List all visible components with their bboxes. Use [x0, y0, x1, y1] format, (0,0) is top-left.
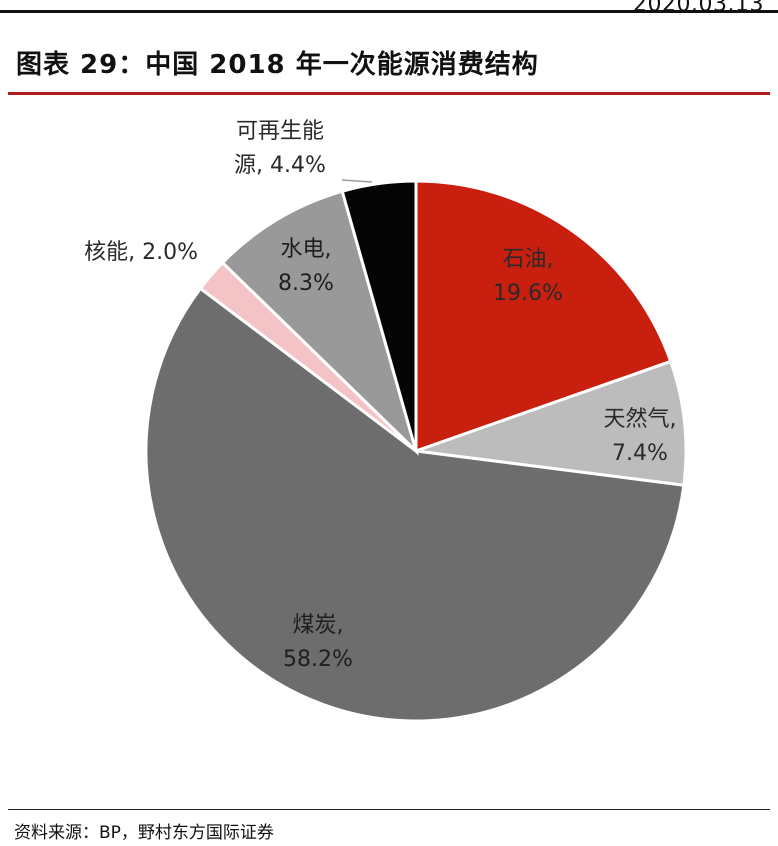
slice-label-line1-gas: 天然气,	[604, 407, 677, 432]
slice-label-line2-oil: 19.6%	[493, 281, 563, 306]
slice-label-gas: 天然气, 7.4%	[604, 407, 677, 466]
pie-slices	[144, 179, 688, 723]
slice-label-line1-hydro: 水电,	[281, 237, 332, 262]
slice-label-nuclear: 核能, 2.0%	[84, 240, 198, 265]
slice-label-hydro: 水电, 8.3%	[278, 237, 334, 296]
slice-label-oil: 石油, 19.6%	[493, 247, 563, 306]
title-rule	[8, 92, 770, 95]
source-note: 资料来源：BP，野村东方国际证券	[14, 823, 274, 843]
pie-slice-hydro	[220, 189, 419, 456]
top-rule	[0, 10, 778, 13]
slice-label-line2-hydro: 8.3%	[278, 271, 334, 296]
chart-title: 图表 29：中国 2018 年一次能源消费结构	[16, 50, 539, 80]
slice-label-renewables: 可再生能源, 4.4%	[234, 119, 326, 178]
pie-slice-coal	[144, 286, 686, 723]
pie-labels: 石油, 19.6% 天然气, 7.4% 煤炭, 58.2% 核能, 2.0% 水电, 8.3% 可…	[84, 119, 676, 672]
slice-label-line1-coal: 煤炭,	[293, 613, 344, 638]
slice-label-line2-coal: 58.2%	[283, 647, 353, 672]
slice-label-line1-oil: 石油,	[503, 247, 554, 272]
pie-slice-gas	[415, 359, 688, 487]
pie-chart: 石油, 19.6% 天然气, 7.4% 煤炭, 58.2% 核能, 2.0% 水电, 8.3% 可…	[84, 119, 688, 723]
bottom-rule	[8, 809, 770, 810]
report-date: 2020.03.13	[633, 0, 764, 17]
slice-label-line1-renewables: 可再生能	[236, 119, 324, 144]
slice-label-coal: 煤炭, 58.2%	[283, 613, 353, 672]
pie-slice-renewables	[340, 179, 418, 452]
slice-label-line2-gas: 7.4%	[612, 441, 668, 466]
slice-label-line2-renewables: 源, 4.4%	[234, 153, 326, 178]
renewables-leader-line	[341, 179, 373, 183]
slice-label-line1-nuclear: 核能, 2.0%	[84, 240, 198, 265]
